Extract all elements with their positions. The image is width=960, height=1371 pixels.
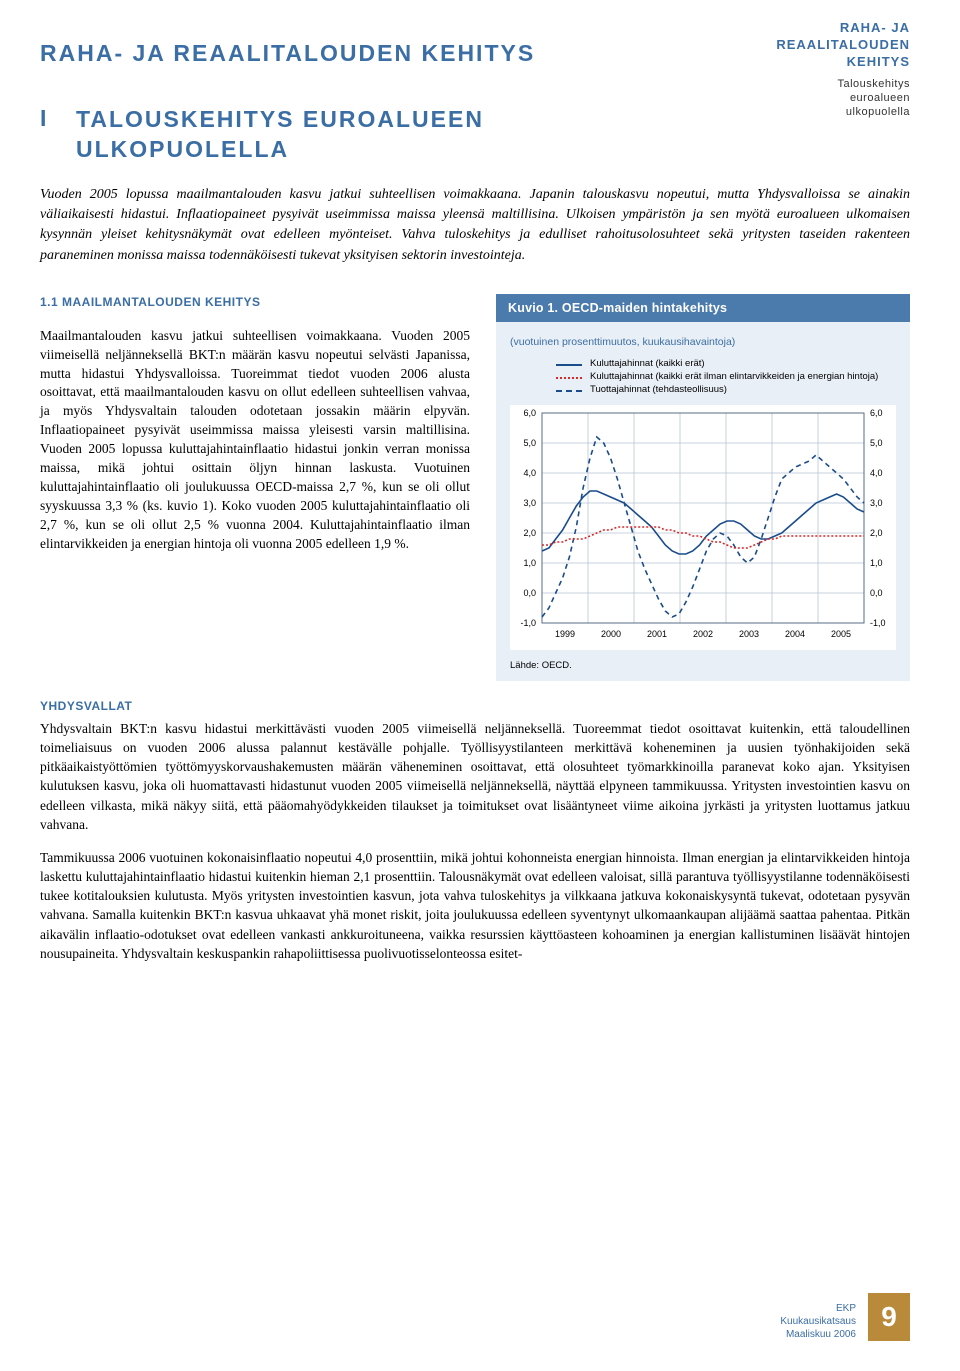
page-footer: EKP Kuukausikatsaus Maaliskuu 2006 9: [780, 1293, 910, 1341]
svg-text:2002: 2002: [693, 629, 713, 639]
subsection-title: 1.1 MAAILMANTALOUDEN KEHITYS: [40, 294, 470, 311]
body-paragraph: Yhdysvaltain BKT:n kasvu hidastui merkit…: [40, 719, 910, 834]
svg-text:2003: 2003: [739, 629, 759, 639]
svg-text:-1,0: -1,0: [520, 618, 536, 628]
svg-text:5,0: 5,0: [870, 438, 883, 448]
category-line: KEHITYS: [776, 54, 910, 71]
svg-text:3,0: 3,0: [523, 498, 536, 508]
svg-text:6,0: 6,0: [523, 408, 536, 418]
legend-swatch: [556, 377, 582, 379]
chart-container: (vuotuinen prosenttimuutos, kuukausihava…: [496, 322, 910, 681]
chart-subtitle: (vuotuinen prosenttimuutos, kuukausihava…: [510, 336, 896, 348]
svg-text:2004: 2004: [785, 629, 805, 639]
svg-text:1,0: 1,0: [523, 558, 536, 568]
svg-text:1,0: 1,0: [870, 558, 883, 568]
category-sub: Talouskehitys euroalueen ulkopuolella: [776, 77, 910, 120]
left-body-text: Maailmantalouden kasvu jatkui suhteellis…: [40, 327, 470, 554]
section-title: TALOUSKEHITYS EUROALUEEN ULKOPUOLELLA: [76, 105, 484, 165]
right-column: Kuvio 1. OECD-maiden hintakehitys (vuotu…: [496, 294, 910, 681]
svg-text:5,0: 5,0: [523, 438, 536, 448]
page-number: 9: [868, 1293, 910, 1341]
body-paragraph: Tammikuussa 2006 vuotuinen kokonaisinfla…: [40, 848, 910, 963]
intro-paragraph: Vuoden 2005 lopussa maailmantalouden kas…: [40, 185, 910, 266]
chart-legend: Kuluttajahinnat (kaikki erät) Kuluttajah…: [556, 358, 896, 395]
svg-text:2000: 2000: [601, 629, 621, 639]
legend-label: Kuluttajahinnat (kaikki erät ilman elint…: [590, 371, 878, 382]
legend-item: Kuluttajahinnat (kaikki erät ilman elint…: [556, 371, 896, 382]
svg-text:1999: 1999: [555, 629, 575, 639]
legend-swatch: [556, 390, 582, 392]
chart-source: Lähde: OECD.: [510, 660, 896, 671]
footer-text: EKP Kuukausikatsaus Maaliskuu 2006: [780, 1302, 856, 1341]
svg-text:2005: 2005: [831, 629, 851, 639]
line-chart-svg: -1,0 -1,0 0,0 0,0 1,0 1,0 2,0 2,0 3,0 3,0 4,0 4,0 5,…: [510, 405, 896, 645]
two-column-layout: 1.1 MAAILMANTALOUDEN KEHITYS Maailmantal…: [40, 294, 910, 681]
section-number: I: [40, 105, 76, 132]
svg-text:2001: 2001: [647, 629, 667, 639]
svg-text:4,0: 4,0: [870, 468, 883, 478]
svg-text:0,0: 0,0: [523, 588, 536, 598]
legend-item: Tuottajahinnat (tehdasteollisuus): [556, 384, 896, 395]
legend-label: Tuottajahinnat (tehdasteollisuus): [590, 384, 727, 395]
legend-label: Kuluttajahinnat (kaikki erät): [590, 358, 705, 369]
svg-text:6,0: 6,0: [870, 408, 883, 418]
svg-text:4,0: 4,0: [523, 468, 536, 478]
country-heading: YHDYSVALLAT: [40, 699, 910, 713]
svg-text:3,0: 3,0: [870, 498, 883, 508]
legend-item: Kuluttajahinnat (kaikki erät): [556, 358, 896, 369]
left-column: 1.1 MAAILMANTALOUDEN KEHITYS Maailmantal…: [40, 294, 470, 681]
svg-text:-1,0: -1,0: [870, 618, 886, 628]
legend-swatch: [556, 364, 582, 366]
svg-text:2,0: 2,0: [523, 528, 536, 538]
category-line: RAHA- JA: [776, 20, 910, 37]
page-category-header: RAHA- JA REAALITALOUDEN KEHITYS Talouske…: [776, 20, 910, 120]
chart-title: Kuvio 1. OECD-maiden hintakehitys: [496, 294, 910, 322]
category-line: REAALITALOUDEN: [776, 37, 910, 54]
chart-plot: -1,0 -1,0 0,0 0,0 1,0 1,0 2,0 2,0 3,0 3,0 4,0 4,0 5,…: [510, 405, 896, 650]
svg-text:0,0: 0,0: [870, 588, 883, 598]
svg-text:2,0: 2,0: [870, 528, 883, 538]
